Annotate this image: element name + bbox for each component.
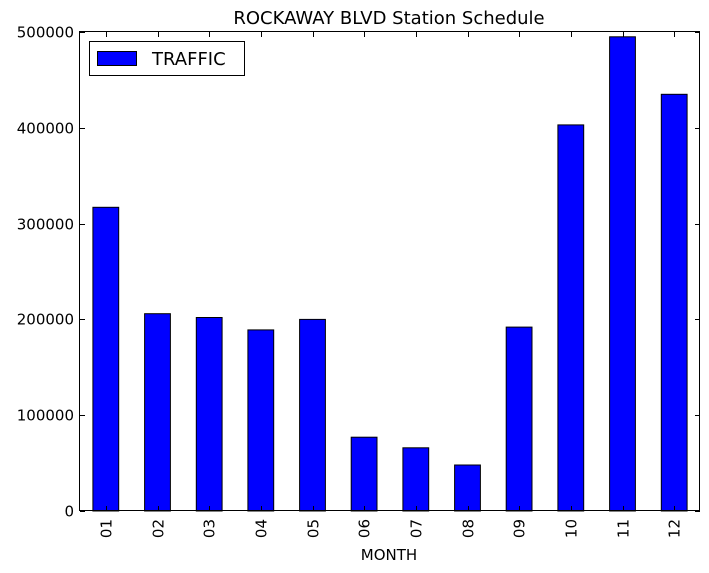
x-axis: 01 02 03 04 05 06 07 08 09 10 11 12 (98, 32, 684, 538)
bar-05 (299, 318, 326, 512)
bar-01 (92, 206, 120, 512)
x-tick-label-11: 11 (615, 519, 633, 538)
bar-02 (144, 313, 171, 512)
x-tick-label-09: 09 (511, 519, 529, 538)
bar-07 (402, 447, 430, 512)
x-tick-label-01: 01 (98, 519, 116, 538)
x-tick-label-02: 02 (150, 519, 168, 538)
y-tick-label: 400000 (17, 120, 74, 138)
legend-label: TRAFFIC (151, 49, 226, 70)
bar-09 (505, 326, 533, 512)
x-tick-label-08: 08 (460, 519, 478, 538)
x-tick-label-07: 07 (408, 519, 426, 538)
bar-12 (660, 93, 688, 512)
y-tick-label: 0 (64, 503, 74, 521)
x-axis-label: MONTH (361, 546, 417, 564)
chart-title: ROCKAWAY BLVD Station Schedule (233, 8, 544, 29)
y-tick-label: 500000 (17, 24, 74, 42)
bar-04 (247, 329, 275, 512)
bar-11 (609, 36, 636, 512)
bar-08 (454, 464, 481, 512)
legend-swatch (97, 51, 137, 66)
legend: TRAFFIC (89, 41, 245, 76)
bar-03 (195, 317, 223, 512)
y-axis: 0 100000 200000 300000 400000 500000 (17, 24, 700, 521)
bar-10 (557, 124, 585, 512)
x-tick-label-04: 04 (253, 519, 271, 538)
y-tick-label: 200000 (17, 311, 74, 329)
x-tick-label-05: 05 (305, 519, 323, 538)
y-tick-label: 300000 (17, 216, 74, 234)
bars-group (92, 36, 688, 512)
plot-frame (79, 31, 700, 511)
y-tick-label: 100000 (17, 407, 74, 425)
x-tick-label-12: 12 (666, 519, 684, 538)
x-tick-label-06: 06 (356, 519, 374, 538)
x-tick-label-10: 10 (563, 519, 581, 538)
bar-06 (350, 436, 378, 512)
x-tick-label-03: 03 (201, 519, 219, 538)
